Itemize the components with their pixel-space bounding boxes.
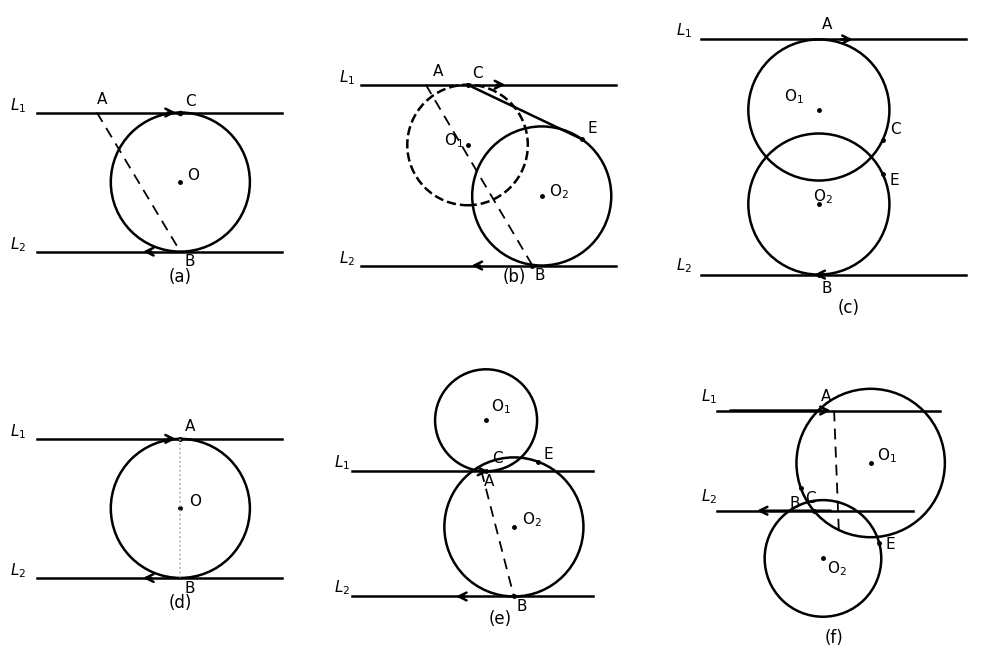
Text: A: A bbox=[185, 418, 195, 434]
Text: $L_2$: $L_2$ bbox=[339, 249, 355, 268]
Text: C: C bbox=[890, 122, 900, 137]
Text: (b): (b) bbox=[502, 268, 526, 286]
Text: B: B bbox=[185, 255, 195, 269]
Text: E: E bbox=[587, 122, 597, 136]
Text: B: B bbox=[790, 496, 800, 511]
Text: A: A bbox=[97, 92, 107, 107]
Text: O$_1$: O$_1$ bbox=[784, 87, 803, 106]
Text: E: E bbox=[890, 173, 899, 188]
Text: B: B bbox=[516, 599, 527, 615]
Text: O$_1$: O$_1$ bbox=[491, 397, 511, 416]
Text: A: A bbox=[822, 17, 832, 32]
Text: C: C bbox=[492, 451, 502, 466]
Text: A: A bbox=[821, 389, 831, 404]
Text: $L_1$: $L_1$ bbox=[676, 21, 692, 40]
Text: O: O bbox=[187, 168, 199, 183]
Text: E: E bbox=[543, 447, 553, 463]
Text: O$_1$: O$_1$ bbox=[444, 131, 464, 149]
Text: (c): (c) bbox=[837, 299, 859, 316]
Text: A: A bbox=[484, 474, 494, 489]
Text: $L_1$: $L_1$ bbox=[10, 96, 26, 115]
Text: $L_2$: $L_2$ bbox=[701, 487, 717, 506]
Text: $L_2$: $L_2$ bbox=[334, 579, 350, 597]
Text: O$_2$: O$_2$ bbox=[549, 182, 569, 201]
Text: B: B bbox=[822, 282, 832, 296]
Text: $L_1$: $L_1$ bbox=[701, 387, 717, 406]
Text: $L_1$: $L_1$ bbox=[10, 422, 26, 442]
Text: C: C bbox=[472, 66, 483, 81]
Text: (e): (e) bbox=[488, 611, 512, 628]
Text: $L_2$: $L_2$ bbox=[10, 236, 26, 254]
Text: $L_1$: $L_1$ bbox=[339, 68, 355, 87]
Text: A: A bbox=[433, 64, 443, 80]
Text: B: B bbox=[185, 581, 195, 595]
Text: (d): (d) bbox=[169, 594, 192, 612]
Text: O$_1$: O$_1$ bbox=[877, 446, 897, 465]
Text: O: O bbox=[189, 494, 201, 509]
Text: C: C bbox=[185, 93, 196, 109]
Text: O$_2$: O$_2$ bbox=[827, 559, 847, 578]
Text: E: E bbox=[886, 537, 895, 551]
Text: B: B bbox=[535, 268, 545, 284]
Text: O$_2$: O$_2$ bbox=[522, 511, 542, 529]
Text: (a): (a) bbox=[169, 268, 192, 286]
Text: $L_1$: $L_1$ bbox=[334, 453, 350, 472]
Text: C: C bbox=[805, 492, 816, 506]
Text: O$_2$: O$_2$ bbox=[813, 187, 833, 206]
Text: $L_2$: $L_2$ bbox=[10, 562, 26, 580]
Text: $L_2$: $L_2$ bbox=[676, 257, 692, 275]
Text: (f): (f) bbox=[824, 629, 843, 647]
